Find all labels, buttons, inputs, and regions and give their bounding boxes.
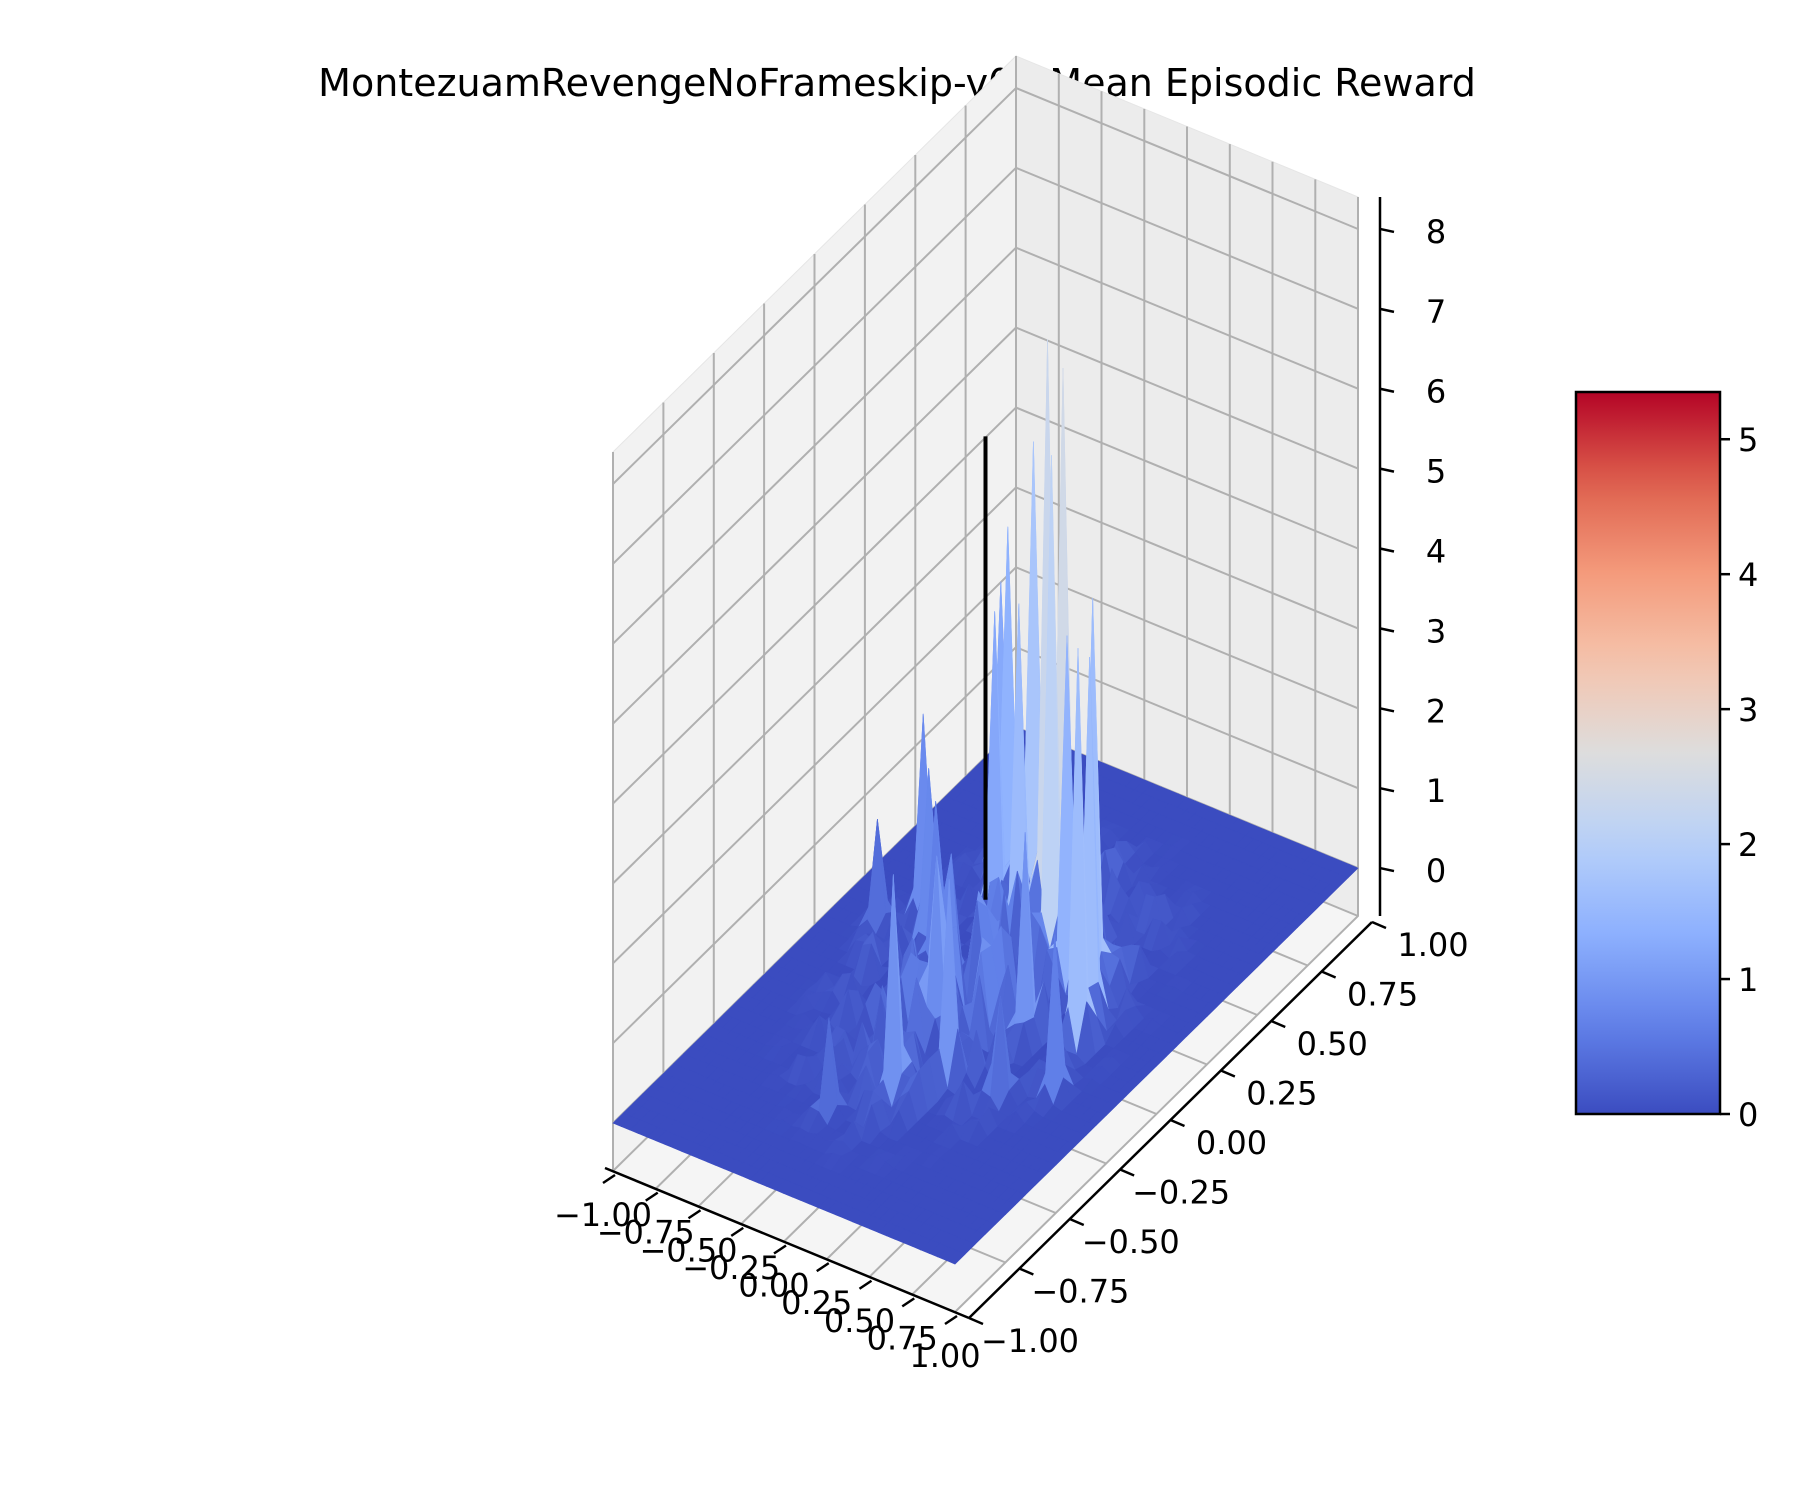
- z-tick-label: 5: [1426, 453, 1446, 491]
- z-tick: [1379, 786, 1395, 793]
- z-tick: [1379, 547, 1395, 553]
- colorbar-tick-label: 2: [1738, 826, 1758, 864]
- y-tick-label: −1.00: [981, 1322, 1079, 1360]
- z-tick-label: 8: [1426, 213, 1446, 251]
- x-tick-label: −0.75: [597, 1214, 695, 1252]
- y-tick: [1069, 1217, 1085, 1227]
- x-tick: [901, 1297, 915, 1308]
- x-tick: [858, 1279, 873, 1290]
- x-tick: [773, 1244, 787, 1255]
- y-tick: [1371, 920, 1387, 930]
- y-tick: [1220, 1069, 1236, 1078]
- x-tick-label: 0.00: [738, 1267, 809, 1305]
- grid-line-z: [612, 326, 1359, 725]
- y-tick: [1119, 1168, 1135, 1177]
- grid-line-z: [612, 86, 1359, 485]
- x-tick-label: −0.50: [639, 1231, 737, 1269]
- y-tick: [1270, 1019, 1286, 1029]
- y-tick: [968, 1316, 984, 1326]
- grid-line-z: [612, 566, 1359, 965]
- y-tick: [1321, 970, 1337, 979]
- z-tick-label: 7: [1426, 293, 1446, 331]
- x-tick: [602, 1173, 616, 1185]
- tick-labels: −1.00−0.75−0.50−0.250.000.250.500.751.00…: [554, 213, 1469, 1375]
- z-tick: [1379, 387, 1395, 393]
- surface-patch: [945, 1250, 966, 1265]
- z-tick: [1379, 707, 1395, 713]
- colorbar-tick-label: 1: [1738, 961, 1758, 999]
- grid-line-z: [612, 486, 1359, 885]
- x-tick-label: 0.50: [824, 1302, 895, 1340]
- y-tick-label: −0.50: [1082, 1223, 1180, 1261]
- chart-title: MontezuamRevengeNoFrameskip-v0 | Mean Ep…: [318, 61, 1476, 106]
- z-tick-label: 0: [1426, 852, 1446, 890]
- y-tick-label: 1.00: [1397, 926, 1468, 964]
- z-tick: [1379, 627, 1395, 633]
- y-tick: [1018, 1267, 1034, 1276]
- x-tick-label: 0.75: [867, 1319, 938, 1357]
- x-tick: [816, 1262, 830, 1273]
- y-tick-label: −0.75: [1031, 1273, 1129, 1311]
- grid-line-z: [612, 166, 1359, 565]
- y-tick: [1170, 1118, 1185, 1128]
- x-axis-line: [604, 1166, 970, 1320]
- z-tick: [1379, 307, 1395, 314]
- grid-line-z: [612, 246, 1359, 645]
- colorbar-tick-label: 0: [1738, 1096, 1758, 1134]
- z-tick-label: 6: [1426, 373, 1446, 411]
- x-tick-label: −1.00: [554, 1196, 652, 1234]
- y-tick-label: 0.00: [1196, 1124, 1267, 1162]
- surface-plot: [612, 339, 1359, 1265]
- grid-line-z: [612, 646, 1359, 1044]
- colorbar-tick-label: 4: [1738, 556, 1758, 594]
- grid-line-z: [612, 406, 1359, 805]
- x-tick-label: −0.25: [682, 1249, 780, 1287]
- colorbar-tick-label: 3: [1738, 691, 1758, 729]
- x-tick: [687, 1209, 702, 1220]
- z-tick: [1379, 866, 1395, 873]
- y-tick-label: 0.25: [1246, 1075, 1317, 1113]
- y-tick-label: −0.25: [1132, 1174, 1230, 1212]
- z-tick-label: 2: [1426, 692, 1446, 730]
- y-tick-label: 0.75: [1347, 976, 1418, 1014]
- z-tick-label: 3: [1426, 612, 1446, 650]
- z-tick-label: 1: [1426, 772, 1446, 810]
- z-tick: [1379, 467, 1395, 473]
- x-tick: [944, 1314, 958, 1326]
- z-tick: [1379, 227, 1395, 234]
- colorbar: 0 1 2 3 4 5: [1574, 390, 1758, 1134]
- y-tick-label: 0.50: [1297, 1025, 1368, 1063]
- z-tick-label: 4: [1426, 533, 1446, 571]
- x-tick: [730, 1226, 744, 1237]
- colorbar-tick-label: 5: [1738, 421, 1758, 459]
- x-tick-label: 1.00: [909, 1337, 980, 1375]
- axis-lines: [602, 197, 1395, 1326]
- colorbar-body: [1574, 390, 1722, 1116]
- x-tick: [645, 1191, 659, 1202]
- x-tick-label: 0.25: [781, 1284, 852, 1322]
